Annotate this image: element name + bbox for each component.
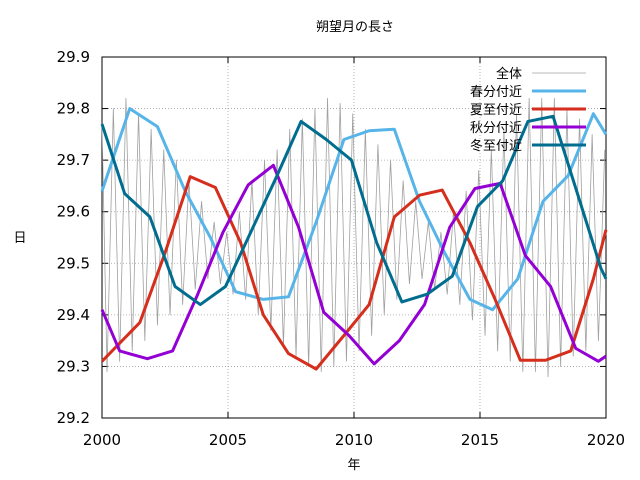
legend-label: 全体 bbox=[496, 66, 522, 82]
series-line-0 bbox=[101, 97, 606, 378]
y-tick-label: 29.6 bbox=[57, 203, 90, 221]
series-line-2 bbox=[100, 175, 608, 371]
y-tick-labels: 29.2 29.3 29.4 29.5 29.6 29.7 29.8 29.9 bbox=[57, 48, 90, 427]
y-tick-label: 29.3 bbox=[57, 357, 90, 375]
series-line-4 bbox=[100, 114, 608, 307]
grid bbox=[102, 57, 606, 418]
x-tick-labels: 2000 2005 2010 2015 2020 bbox=[83, 431, 625, 449]
series-lines bbox=[100, 97, 608, 378]
y-tick-label: 29.8 bbox=[57, 100, 90, 118]
legend-label: 夏至付近 bbox=[470, 103, 522, 118]
x-tick-label: 2010 bbox=[335, 431, 373, 449]
series-line-1 bbox=[100, 107, 608, 312]
y-axis-label: 日 bbox=[13, 231, 26, 246]
x-tick-label: 2000 bbox=[83, 431, 121, 449]
y-tick-label: 29.9 bbox=[57, 48, 90, 66]
x-tick-label: 2015 bbox=[461, 431, 499, 449]
legend-label: 冬至付近 bbox=[470, 138, 522, 154]
x-tick-label: 2005 bbox=[209, 431, 247, 449]
series-line-3 bbox=[100, 163, 607, 366]
x-tick-label: 2020 bbox=[587, 431, 625, 449]
legend-label: 春分付近 bbox=[470, 85, 522, 100]
x-axis-label: 年 bbox=[347, 458, 360, 473]
y-tick-label: 29.5 bbox=[57, 254, 90, 272]
y-tick-label: 29.7 bbox=[57, 151, 90, 169]
legend-label: 秋分付近 bbox=[470, 121, 522, 136]
y-tick-label: 29.4 bbox=[57, 306, 90, 324]
chart-title: 朔望月の長さ bbox=[316, 19, 394, 35]
y-tick-label: 29.2 bbox=[57, 409, 90, 427]
